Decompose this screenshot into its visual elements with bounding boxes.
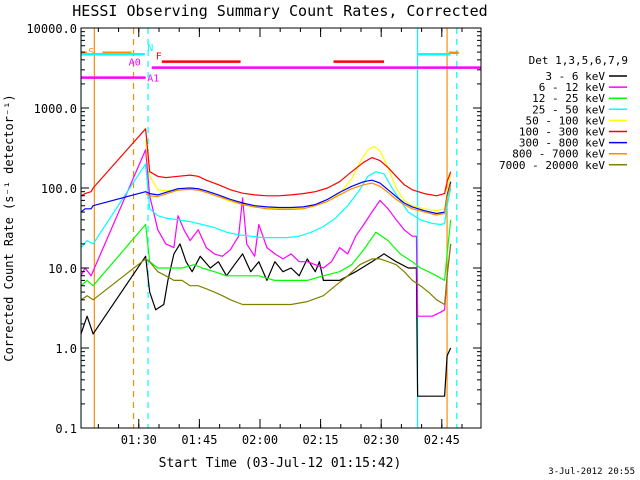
y-tick-label: 10000.0 bbox=[26, 22, 77, 36]
flag-label-a0: A0 bbox=[129, 58, 141, 69]
x-tick-label: 02:15 bbox=[303, 433, 339, 447]
y-axis-label: Corrected Count Rate (s⁻¹ detector⁻¹) bbox=[2, 94, 16, 361]
x-tick-label: 02:30 bbox=[363, 433, 399, 447]
legend-label-3: 12 - 25 keV bbox=[532, 92, 605, 105]
legend-label-2: 6 - 12 keV bbox=[539, 81, 606, 94]
series-line-9 bbox=[81, 243, 452, 306]
plot-area: S NF A0 A1 bbox=[81, 28, 481, 428]
axes: 0.1 1.0 10.0 100.0 1000.0 10000.0 01:30 01:45 02… bbox=[26, 22, 481, 447]
legend-label-8: 800 - 7000 keV bbox=[512, 148, 605, 161]
y-tick-label: 0.1 bbox=[55, 422, 77, 436]
y-tick-label: 1.0 bbox=[55, 342, 77, 356]
x-tick-label: 01:30 bbox=[121, 433, 157, 447]
y-tick-label: 1000.0 bbox=[34, 102, 77, 116]
legend-label-6: 100 - 300 keV bbox=[519, 126, 605, 139]
footer-timestamp: 3-Jul-2012 20:55 bbox=[548, 467, 635, 477]
plot-frame bbox=[80, 27, 482, 429]
x-tick-label: 01:45 bbox=[181, 433, 217, 447]
plot-content: S NF A0 A1 bbox=[81, 28, 481, 428]
series-line-6 bbox=[81, 128, 452, 197]
y-tick-label: 100.0 bbox=[41, 182, 77, 196]
x-axis-label: Start Time (03-Jul-12 01:15:42) bbox=[159, 456, 402, 471]
series-line-8 bbox=[145, 182, 452, 216]
flag-label-a1: A1 bbox=[147, 74, 159, 85]
chart-title: HESSI Observing Summary Count Rates, Cor… bbox=[72, 2, 487, 20]
legend-label-5: 50 - 100 keV bbox=[526, 114, 606, 127]
legend-title: Det 1,3,5,6,7,9 bbox=[529, 54, 628, 67]
legend-label-4: 25 - 50 keV bbox=[532, 103, 605, 116]
x-tick-label: 02:00 bbox=[242, 433, 278, 447]
x-tick-label: 02:45 bbox=[424, 433, 460, 447]
flag-label-f: F bbox=[156, 52, 162, 63]
series-line-2 bbox=[81, 149, 452, 317]
series-line-4 bbox=[81, 163, 452, 248]
series-line-7 bbox=[81, 179, 452, 215]
legend-label-1: 3 - 6 keV bbox=[545, 70, 605, 83]
series-line-3 bbox=[81, 219, 452, 287]
legend-label-7: 300 - 800 keV bbox=[519, 137, 605, 150]
legend-label-9: 7000 - 20000 keV bbox=[499, 159, 605, 172]
flag-label-s: S bbox=[88, 47, 94, 58]
flag-label-n: N bbox=[147, 43, 153, 54]
y-tick-label: 10.0 bbox=[48, 262, 77, 276]
